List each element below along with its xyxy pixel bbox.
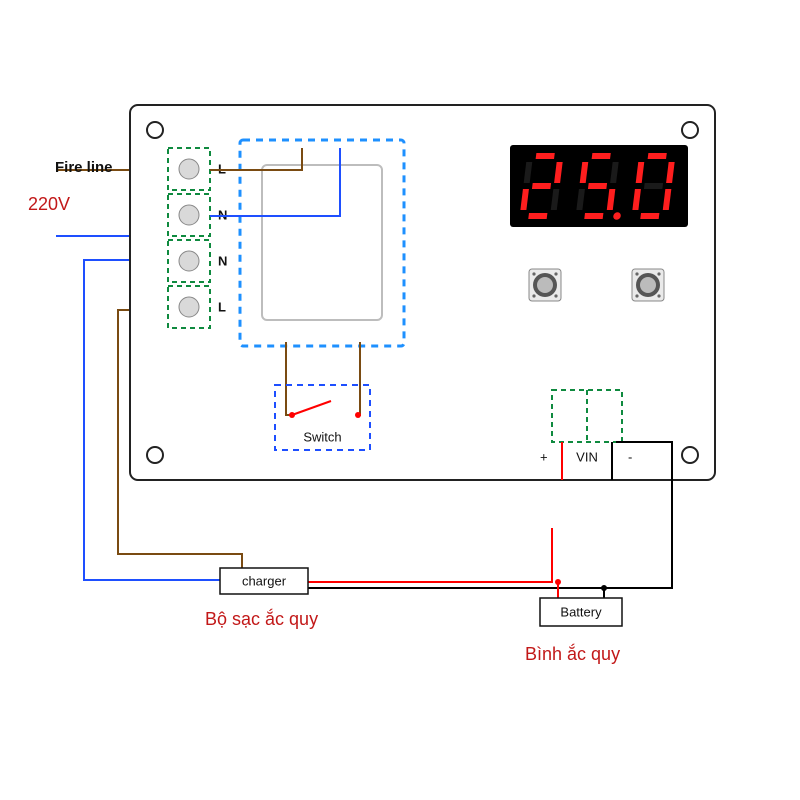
terminal-screw (179, 159, 199, 179)
vin-minus-label: - (628, 449, 632, 464)
terminal-screw (179, 205, 199, 225)
vin-plus-label: + (540, 449, 548, 464)
battery-vn-label: Bình ắc quy (525, 643, 620, 664)
charger-label: charger (242, 573, 287, 588)
tactile-button-cap[interactable] (537, 277, 553, 293)
fire-line-label: Fire line (55, 159, 113, 176)
mounting-hole (147, 447, 163, 463)
terminal-screw (179, 297, 199, 317)
button-pin (532, 294, 535, 297)
mounting-hole (682, 447, 698, 463)
terminal-label: N (218, 253, 227, 268)
battery-label: Battery (560, 604, 602, 619)
vin-label: VIN (576, 449, 598, 464)
terminal-label: L (218, 161, 226, 176)
voltage-label: 220V (28, 194, 70, 214)
button-pin (635, 272, 638, 275)
terminal-label: N (218, 207, 227, 222)
terminal-screw (179, 251, 199, 271)
terminal-label: L (218, 299, 226, 314)
button-pin (532, 272, 535, 275)
button-pin (635, 294, 638, 297)
switch-label: Switch (303, 429, 341, 444)
mounting-hole (147, 122, 163, 138)
tactile-button-cap[interactable] (640, 277, 656, 293)
button-pin (554, 294, 557, 297)
button-pin (657, 294, 660, 297)
junction (601, 585, 607, 591)
button-pin (554, 272, 557, 275)
mounting-hole (682, 122, 698, 138)
charger-vn-label: Bộ sạc ắc quy (205, 608, 318, 629)
junction (555, 579, 561, 585)
switch-node (355, 412, 361, 418)
button-pin (657, 272, 660, 275)
